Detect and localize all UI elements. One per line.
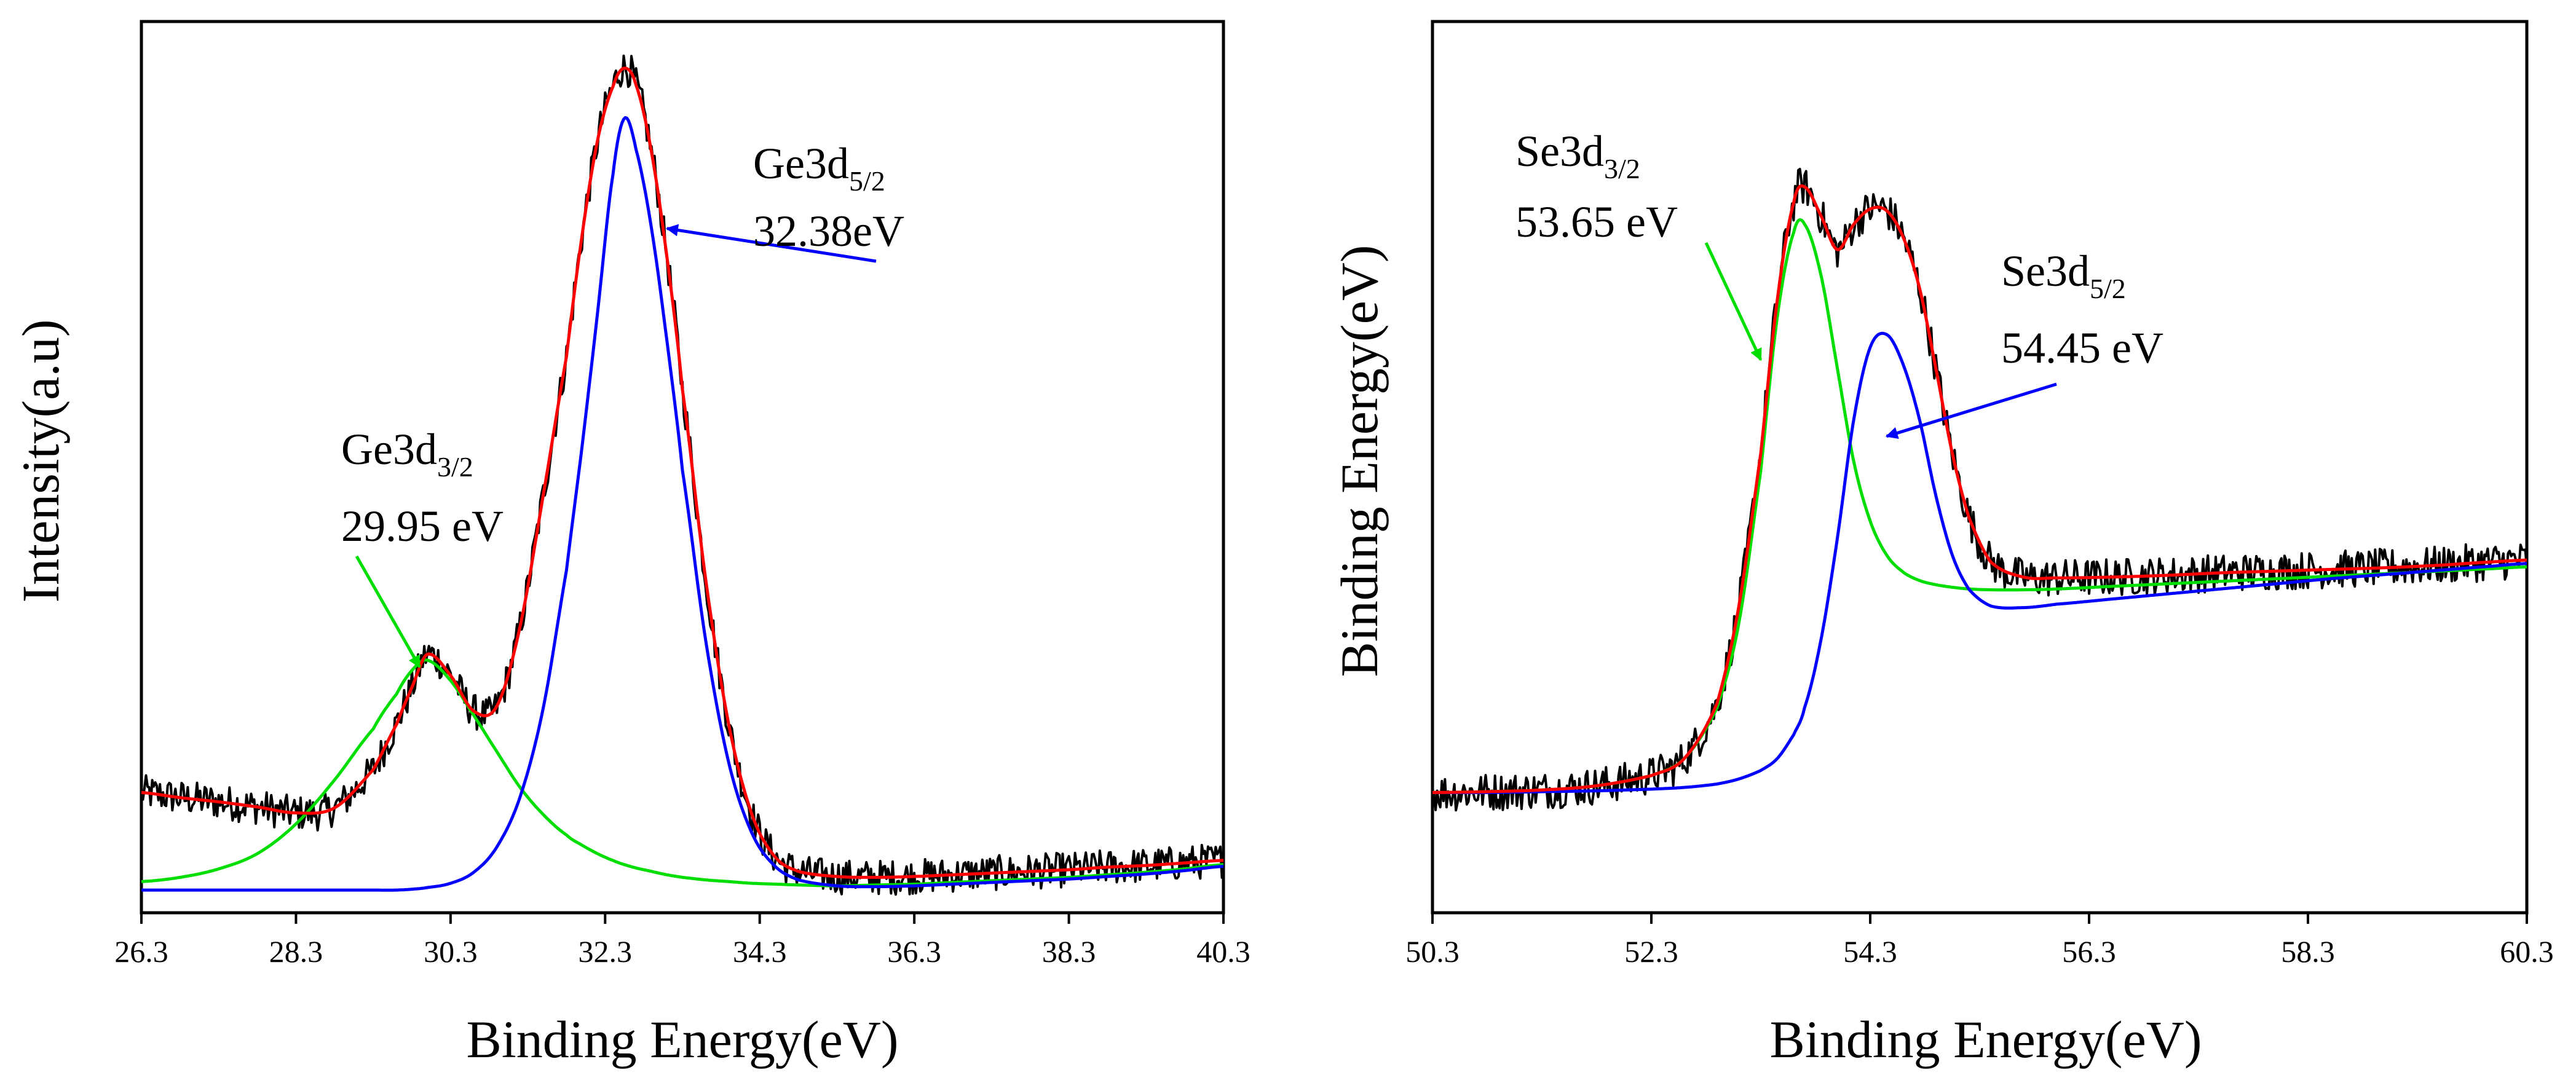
x-tick-label: 26.3: [114, 934, 168, 969]
ge3d32-label-sub: 3/2: [437, 451, 473, 482]
x-tick-label: 36.3: [887, 934, 941, 969]
se3d32-energy: 53.65 eV: [1515, 197, 1678, 246]
x-axis-title: Binding Energy(eV): [1770, 1010, 2202, 1069]
se3d-component-d32-line: [1432, 218, 2527, 794]
ge3d-x-ticks: 26.3 28.3 30.3 32.3 34.3 36.3 38.3 40.3: [114, 913, 1250, 969]
x-tick-label: 38.3: [1042, 934, 1096, 969]
ge3d32-label-main: Ge3d: [341, 425, 437, 474]
se3d-component-d52-line: [1432, 331, 2527, 794]
se3d52-label-sub: 5/2: [2090, 273, 2126, 304]
x-tick-label: 52.3: [1624, 934, 1678, 969]
ge3d-component-d32-line: [141, 658, 1224, 888]
se3d52-energy: 54.45 eV: [2001, 323, 2163, 372]
ge3d52-label-main: Ge3d: [753, 139, 849, 188]
ge3d-component-d52-line: [141, 116, 1224, 892]
ge3d-fit-envelope-line: [141, 66, 1224, 879]
ge3d32-label: Ge3d3/2: [341, 425, 473, 482]
ge3d-annotation-arrow-0: [355, 555, 421, 668]
ge3d52-label: Ge3d5/2: [753, 139, 885, 197]
x-tick-label: 56.3: [2062, 934, 2116, 969]
x-tick-label: 40.3: [1196, 934, 1250, 969]
se3d-annotation-arrow-1: [1885, 382, 2057, 439]
y-axis-title: Binding Energy(eV): [1330, 245, 1389, 677]
se3d32-label: Se3d3/2: [1515, 127, 1640, 184]
se3d-raw-data-line: [1432, 168, 2528, 812]
se3d32-label-main: Se3d: [1515, 127, 1604, 176]
x-tick-label: 34.3: [733, 934, 787, 969]
x-tick-label: 30.3: [424, 934, 478, 969]
ge3d-annotation-arrow-1: [665, 224, 877, 263]
se3d-fit-envelope-line: [1432, 184, 2527, 794]
se3d52-label: Se3d5/2: [2001, 246, 2126, 304]
x-axis-title: Binding Energy(eV): [467, 1010, 899, 1069]
se3d-panel: Binding Energy(eV) Binding Energy(eV) 50…: [1330, 20, 2554, 1069]
se3d-frame: [1431, 20, 2529, 915]
ge3d-plot-area: [140, 20, 1225, 915]
ge3d52-energy: 32.38eV: [753, 207, 904, 256]
ge3d-annotations: Ge3d3/2 29.95 eV Ge3d5/2 32.38eV: [341, 139, 904, 551]
x-tick-label: 58.3: [2281, 934, 2335, 969]
y-axis-title: Intensity(a.u): [11, 320, 70, 603]
x-tick-label: 32.3: [579, 934, 633, 969]
se3d-x-ticks: 50.3 52.3 54.3 56.3 58.3 60.3: [1405, 913, 2554, 969]
se3d-annotation-arrow-0: [1704, 242, 1763, 361]
x-tick-label: 28.3: [269, 934, 323, 969]
se3d52-label-main: Se3d: [2001, 246, 2090, 296]
se3d-plot-area: [1431, 20, 2529, 915]
x-tick-label: 60.3: [2500, 934, 2554, 969]
x-tick-label: 50.3: [1405, 934, 1460, 969]
x-tick-label: 54.3: [1843, 934, 1897, 969]
se3d32-label-sub: 3/2: [1604, 153, 1640, 184]
ge3d32-energy: 29.95 eV: [341, 502, 504, 551]
ge3d52-label-sub: 5/2: [849, 165, 885, 197]
se3d-annotations: Se3d3/2 53.65 eV Se3d5/2 54.45 eV: [1515, 127, 2163, 372]
ge3d-panel: Intensity(a.u) Binding Energy(eV) 26.3 28…: [11, 20, 1250, 1069]
ge3d-frame: [140, 20, 1225, 915]
